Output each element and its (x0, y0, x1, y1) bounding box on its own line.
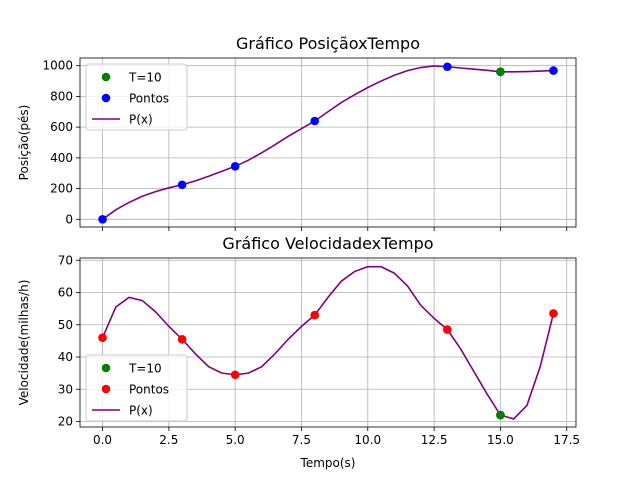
axes-frame (79, 257, 577, 428)
legend-box (85, 354, 188, 422)
y-axis-label: Posição(pés) (17, 105, 31, 181)
point-pontos (549, 309, 558, 318)
y-tick-label: 800 (50, 89, 73, 103)
legend: T=10 Pontos P(x) (85, 354, 188, 422)
y-tick-label: 0 (65, 212, 73, 226)
y-tick-label: 1000 (42, 59, 73, 73)
legend-label: Pontos (129, 92, 169, 106)
legend-marker-t10 (101, 72, 111, 82)
point-pontos (98, 215, 107, 224)
series-line-px (102, 65, 554, 220)
point-pontos (310, 116, 320, 126)
x-tick-label: 0.0 (93, 433, 112, 447)
point-pontos (177, 334, 187, 344)
chart-title: Gráfico VelocidadexTempo (222, 234, 433, 253)
point-pontos (443, 325, 452, 334)
chart-2: 0.0 2.5 5.0 7.5 10.0 12.5 15.0 17.5 20 30 40 50 60 70… (17, 234, 580, 470)
y-tick-label: 60 (58, 286, 73, 300)
y-tick-label: 600 (50, 120, 73, 134)
point-pontos (230, 162, 240, 171)
legend-box (85, 63, 188, 131)
axes-frame (79, 57, 577, 228)
legend: T=10 Pontos P(x) (85, 63, 188, 131)
point-pontos (230, 370, 240, 380)
chart-title: Gráfico PosiçãoxTempo (236, 34, 420, 53)
y-axis-label: Velocidade(milhas/h) (17, 280, 31, 406)
plot-area (98, 62, 558, 224)
x-tick-label: 17.5 (553, 433, 580, 447)
legend-label: P(x) (129, 404, 153, 418)
point-pontos (310, 310, 320, 320)
x-tick-label: 12.5 (421, 433, 448, 447)
x-tick-label: 7.5 (292, 433, 311, 447)
x-tick-label: 15.0 (487, 433, 514, 447)
legend-marker-pontos (101, 384, 111, 394)
point-pontos (98, 333, 107, 342)
legend-label: T=10 (128, 71, 162, 85)
y-tick-label: 50 (58, 318, 73, 332)
point-t10 (496, 67, 505, 77)
y-tick-label: 400 (50, 151, 73, 165)
legend-marker-t10 (101, 363, 111, 373)
chart-1: 0 200 400 600 800 1000 Gráfico PosiçãoxTempo Po… (17, 34, 577, 231)
x-tick-label: 2.5 (159, 433, 178, 447)
x-tick-label: 5.0 (226, 433, 245, 447)
plot-area (98, 265, 558, 420)
legend-marker-pontos (101, 93, 111, 103)
point-pontos (177, 180, 187, 190)
y-tick-label: 30 (58, 382, 73, 396)
point-pontos (443, 62, 452, 72)
y-tick-label: 20 (58, 415, 73, 429)
y-tick-label: 200 (50, 182, 73, 196)
y-tick-label: 70 (58, 253, 73, 267)
point-pontos (549, 66, 558, 75)
x-tick-label: 10.0 (354, 433, 381, 447)
legend-label: P(x) (129, 113, 153, 127)
series-line-px (101, 265, 555, 420)
y-tick-label: 40 (58, 350, 73, 364)
legend-label: Pontos (129, 383, 169, 397)
legend-label: T=10 (128, 362, 162, 376)
x-axis-label: Tempo(s) (300, 456, 356, 470)
point-t10 (496, 410, 505, 420)
